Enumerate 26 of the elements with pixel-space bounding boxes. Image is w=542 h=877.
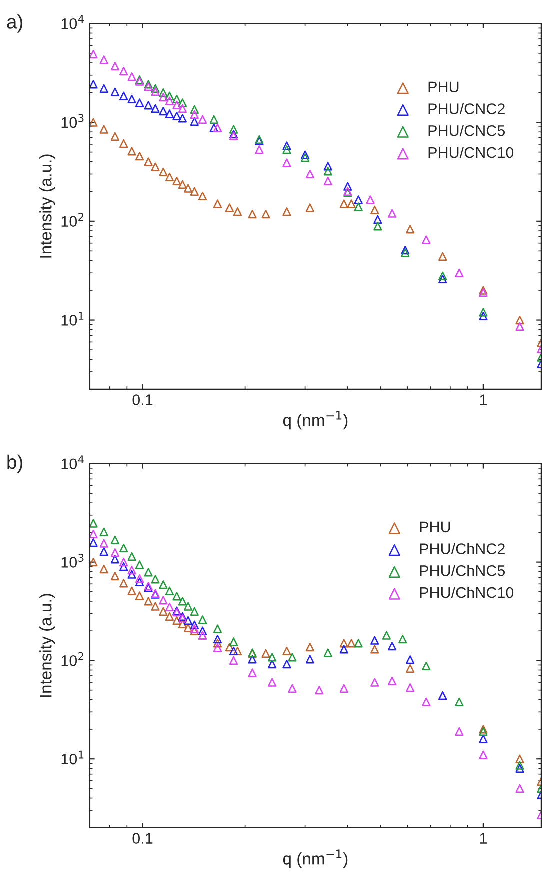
text: b) xyxy=(8,454,23,473)
y-tick-label: 10$^{4}$ xyxy=(62,456,84,470)
y-tick-label: 10$^{2}$ xyxy=(62,213,84,227)
x-tick-label: 1 xyxy=(480,394,487,406)
legend-label: PHU xyxy=(428,82,459,93)
y-tick-label: 10$^{3}$ xyxy=(62,554,84,568)
y-tick-label: 10$^{3}$ xyxy=(62,114,84,128)
legend-label: PHU/CNC2 xyxy=(428,103,505,114)
text: a) xyxy=(7,14,23,33)
legend-label: PHU/ChNC10 xyxy=(420,587,514,598)
y-tick-label: 10$^{4}$ xyxy=(62,15,84,30)
y-tick-label: 10$^{2}$ xyxy=(62,652,84,666)
x-axis-title: q (nm$^{−1}$) xyxy=(283,411,348,430)
legend-label: PHU/CNC5 xyxy=(428,125,506,136)
x-tick-label: 1 xyxy=(480,833,487,844)
y-axis-title: Intensity (a.u.) xyxy=(40,154,56,258)
x-tick-label: 0.1 xyxy=(132,394,153,406)
legend-label: PHU/ChNC5 xyxy=(420,565,506,576)
x-axis-title: q (nm$^{−1}$) xyxy=(283,850,348,868)
y-tick-label: 10$^{1}$ xyxy=(62,750,84,765)
y-tick-label: 10$^{1}$ xyxy=(62,312,84,326)
legend-label: PHU xyxy=(420,522,450,533)
y-axis-title: Intensity (a.u.) xyxy=(40,594,56,698)
legend-label: PHU/CNC10 xyxy=(428,146,514,158)
x-tick-label: 0.1 xyxy=(132,833,153,844)
legend-label: PHU/ChNC2 xyxy=(420,543,505,554)
